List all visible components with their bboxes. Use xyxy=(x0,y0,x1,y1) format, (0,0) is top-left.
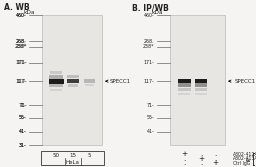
Text: .: . xyxy=(214,156,216,162)
Text: 171-: 171- xyxy=(144,60,154,65)
Text: 238*: 238* xyxy=(15,44,27,49)
Text: B. IP/WB: B. IP/WB xyxy=(132,3,169,12)
Text: 238*: 238* xyxy=(143,44,154,49)
Bar xyxy=(49,79,64,84)
Text: 41-: 41- xyxy=(146,129,154,134)
Text: +: + xyxy=(212,160,218,166)
Bar xyxy=(84,79,95,83)
Bar xyxy=(195,83,207,87)
Bar xyxy=(67,75,79,78)
Text: 50: 50 xyxy=(53,153,60,158)
Text: +: + xyxy=(198,156,204,162)
Text: Ctrl IgG: Ctrl IgG xyxy=(233,161,250,166)
Text: .: . xyxy=(183,160,185,166)
Text: 71-: 71- xyxy=(18,103,26,108)
Bar xyxy=(85,85,94,87)
Text: 268-: 268- xyxy=(16,39,27,44)
Text: 71-: 71- xyxy=(146,103,154,108)
Text: 55-: 55- xyxy=(146,115,154,120)
Text: 15: 15 xyxy=(69,153,77,158)
Bar xyxy=(178,79,191,83)
Text: 460-: 460- xyxy=(16,13,27,18)
Text: 31-: 31- xyxy=(19,143,27,148)
Text: A302-412A: A302-412A xyxy=(233,152,256,157)
Text: 117-: 117- xyxy=(144,79,154,84)
Bar xyxy=(170,15,225,145)
Text: A. WB: A. WB xyxy=(4,3,29,12)
Text: HeLa: HeLa xyxy=(65,160,79,165)
Bar xyxy=(178,83,191,87)
Bar xyxy=(67,79,79,83)
Text: 55-: 55- xyxy=(18,115,26,120)
Text: 171-: 171- xyxy=(16,60,27,65)
Text: 460-: 460- xyxy=(144,13,154,18)
Text: 268.: 268. xyxy=(144,39,154,44)
Text: 5: 5 xyxy=(88,153,91,158)
Text: 460-: 460- xyxy=(16,13,26,18)
Text: kDa: kDa xyxy=(23,10,35,15)
Text: .: . xyxy=(200,151,202,157)
Bar xyxy=(68,84,78,87)
Text: 238*: 238* xyxy=(15,44,26,49)
Bar xyxy=(50,71,62,74)
Text: 117-: 117- xyxy=(16,79,26,84)
Text: 171-: 171- xyxy=(16,60,26,65)
Bar xyxy=(178,93,190,95)
Text: +: + xyxy=(181,151,187,157)
Text: A302-413A: A302-413A xyxy=(233,156,256,161)
Bar xyxy=(195,79,207,83)
Bar xyxy=(49,84,63,87)
Text: .: . xyxy=(200,160,202,166)
Bar xyxy=(195,93,207,95)
Bar xyxy=(41,151,104,165)
Bar xyxy=(178,88,191,91)
Text: .: . xyxy=(183,156,185,162)
Text: 41-: 41- xyxy=(18,129,26,134)
Bar xyxy=(49,75,63,79)
Text: 117-: 117- xyxy=(16,79,27,84)
Text: 31-: 31- xyxy=(18,143,26,148)
Bar xyxy=(50,89,62,91)
Text: kDa: kDa xyxy=(151,10,163,15)
Text: 41-: 41- xyxy=(19,129,27,134)
Text: SPECC1: SPECC1 xyxy=(110,79,131,84)
Text: IP: IP xyxy=(247,157,251,161)
Text: .: . xyxy=(214,151,216,157)
Bar xyxy=(195,88,207,91)
Text: 71-: 71- xyxy=(19,103,27,108)
Text: 268.: 268. xyxy=(16,39,26,44)
Bar xyxy=(42,15,102,145)
Text: 55-: 55- xyxy=(19,115,27,120)
Text: SPECC1: SPECC1 xyxy=(234,79,255,84)
